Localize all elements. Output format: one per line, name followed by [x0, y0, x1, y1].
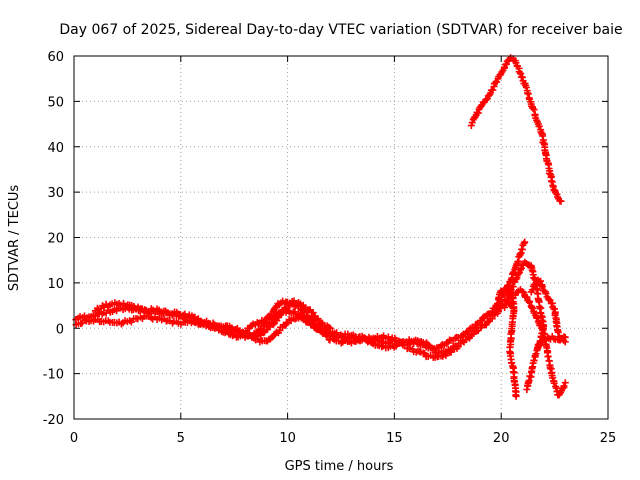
y-tick-label: -20	[43, 413, 64, 428]
y-tick-label: 60	[47, 50, 64, 65]
plus-marker	[523, 293, 531, 301]
plus-marker	[489, 86, 497, 94]
plus-marker	[298, 302, 306, 310]
plus-marker	[533, 314, 541, 322]
y-tick-label: 40	[47, 141, 64, 156]
grid	[74, 56, 608, 419]
plus-marker	[477, 102, 485, 110]
y-axis-label: SDTVAR / TECUs	[7, 185, 22, 292]
plus-marker	[309, 309, 317, 317]
plus-marker	[454, 342, 462, 350]
x-tick-label: 5	[177, 431, 185, 446]
y-tick-label: 30	[47, 186, 64, 201]
plus-marker	[514, 270, 522, 278]
plus-marker	[484, 319, 492, 327]
chart-title: Day 067 of 2025, Sidereal Day-to-day VTE…	[59, 22, 622, 38]
x-tick-label: 0	[70, 431, 78, 446]
series-track-k	[534, 332, 569, 351]
plus-marker	[530, 106, 538, 114]
series-track-g	[491, 283, 520, 400]
x-tick-label: 20	[493, 431, 510, 446]
y-tick-label: -10	[43, 368, 64, 383]
plus-marker	[523, 386, 531, 394]
plus-marker	[521, 238, 529, 246]
plus-marker	[528, 303, 536, 311]
plus-marker	[524, 382, 532, 390]
plus-marker	[516, 250, 524, 258]
plus-marker	[504, 291, 512, 299]
plus-marker	[314, 324, 322, 332]
plus-marker	[325, 323, 333, 331]
plus-marker	[266, 313, 274, 321]
plus-marker	[282, 320, 290, 328]
plus-marker	[474, 109, 482, 117]
plus-marker	[251, 330, 259, 338]
plus-marker	[524, 90, 532, 98]
series-track-c	[91, 299, 462, 361]
plus-marker	[482, 96, 490, 104]
plus-marker	[547, 177, 555, 185]
plus-marker	[272, 303, 280, 311]
y-tick-label: 0	[56, 322, 64, 337]
plus-marker	[229, 332, 237, 340]
plus-marker	[516, 266, 524, 274]
plus-marker	[550, 379, 558, 387]
x-tick-label: 25	[600, 431, 617, 446]
plus-marker	[561, 333, 569, 341]
axis-ticks: 0 5 10 15 20 25 -20 -10 0 10 20 30 40 50 60	[43, 50, 617, 446]
plus-marker	[535, 122, 543, 130]
series-track-d	[240, 297, 334, 338]
plus-marker	[526, 298, 534, 306]
x-tick-label: 15	[386, 431, 403, 446]
y-tick-label: 10	[47, 277, 64, 292]
plus-marker	[534, 343, 542, 351]
plus-marker	[531, 353, 539, 361]
data-marks	[72, 54, 569, 400]
plus-marker	[542, 290, 550, 298]
plus-marker	[544, 352, 552, 360]
plus-marker	[81, 316, 89, 324]
plus-marker	[196, 317, 204, 325]
x-tick-label: 10	[279, 431, 296, 446]
plus-marker	[520, 288, 528, 296]
series-track-h	[518, 288, 569, 399]
plus-marker	[326, 324, 334, 332]
plus-marker	[518, 264, 526, 272]
plus-marker	[557, 197, 565, 205]
plus-marker	[538, 283, 546, 291]
x-axis-label: GPS time / hours	[285, 459, 394, 474]
series-track-e	[467, 54, 565, 205]
y-tick-label: 20	[47, 232, 64, 247]
plus-marker	[291, 315, 299, 323]
plus-marker	[401, 341, 409, 349]
plus-marker	[538, 316, 546, 324]
plus-marker	[560, 382, 568, 390]
y-tick-label: 50	[47, 95, 64, 110]
plus-marker	[561, 379, 569, 387]
plus-marker	[512, 392, 520, 400]
plus-marker	[527, 373, 535, 381]
plus-marker	[529, 104, 537, 112]
plus-marker	[518, 288, 526, 296]
plus-marker	[493, 300, 501, 308]
plus-marker	[493, 78, 501, 86]
